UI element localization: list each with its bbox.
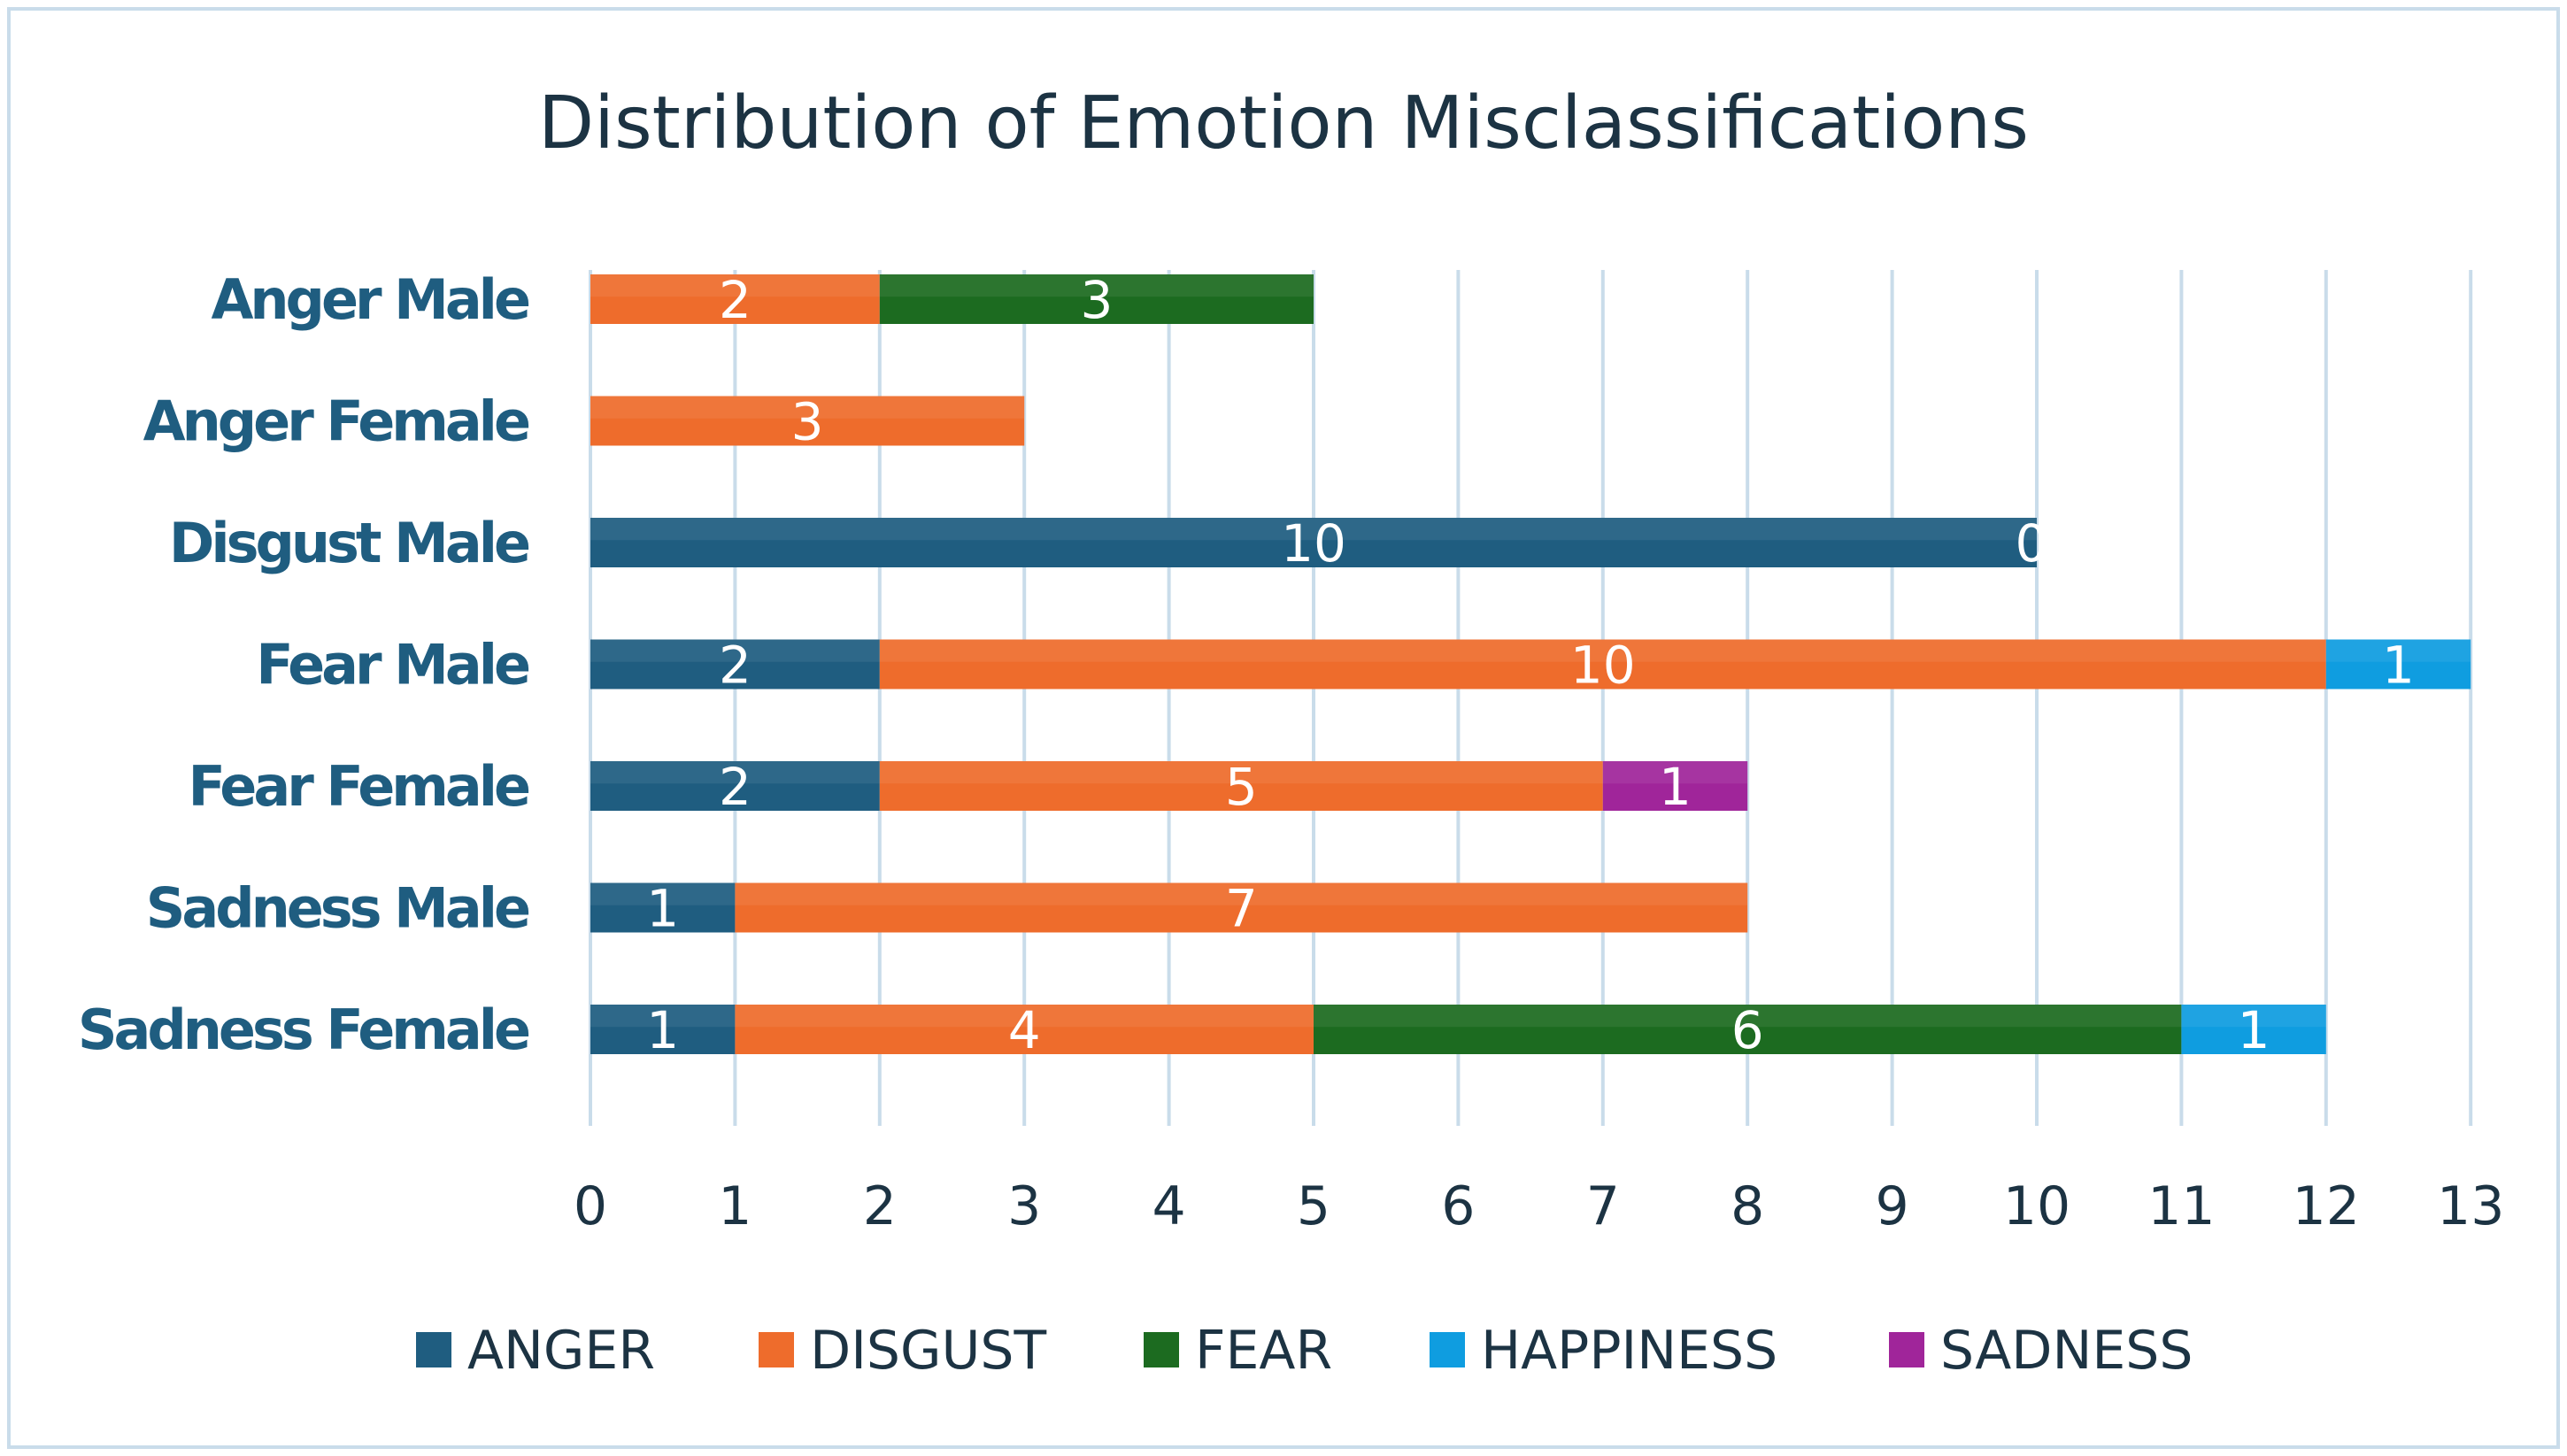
bar-fear	[1314, 1005, 2182, 1054]
bar-anger	[590, 1005, 736, 1054]
data-label: 2	[719, 270, 752, 330]
data-label: 1	[2382, 636, 2415, 696]
category-label: Anger Female	[143, 389, 529, 454]
legend-label-disgust: DISGUST	[810, 1320, 1046, 1382]
bar-highlight	[2325, 639, 2471, 662]
bar-disgust	[879, 761, 1603, 811]
legend-label-sadness: SADNESS	[1940, 1320, 2193, 1382]
x-tick-label-7: 7	[1586, 1175, 1620, 1237]
bar-disgust	[590, 396, 1025, 446]
x-tick-label-12: 12	[2293, 1175, 2360, 1237]
bar-disgust	[735, 1005, 1314, 1054]
x-tick-label-11: 11	[2147, 1175, 2215, 1237]
data-label: 1	[646, 1000, 679, 1060]
bar-disgust	[735, 882, 1748, 933]
data-label: 10	[1570, 636, 1636, 696]
bar-highlight	[879, 761, 1603, 784]
data-label: 2	[719, 636, 752, 696]
x-tick-label-0: 0	[574, 1175, 607, 1237]
bar-happiness	[2181, 1005, 2326, 1054]
data-label: 4	[1008, 1000, 1041, 1060]
category-label: Fear Male	[256, 633, 529, 697]
data-label: 2	[719, 757, 752, 817]
bar-highlight	[590, 1005, 736, 1028]
legend-swatch-anger	[416, 1332, 451, 1367]
x-tick-label-6: 6	[1441, 1175, 1475, 1237]
bar-anger	[590, 761, 880, 811]
data-label: 1	[646, 879, 679, 939]
bar-fear	[879, 274, 1314, 324]
bar-happiness	[2325, 639, 2471, 689]
grid-lines	[589, 270, 2473, 1126]
data-label: 10	[1281, 513, 1346, 574]
legend-swatch-disgust	[759, 1332, 794, 1367]
bar-highlight	[590, 639, 880, 662]
bar-highlight	[590, 882, 736, 905]
legend-label-fear: FEAR	[1195, 1320, 1332, 1382]
category-labels: Anger Male Anger Female Disgust Male Fear M…	[78, 267, 533, 1062]
data-label: 6	[1731, 1000, 1764, 1060]
category-label: Anger Male	[211, 267, 529, 332]
data-labels: 2 3 3 10 0 2 10 1 2 5 1 1 7 1 4 6 1	[646, 270, 2415, 1060]
data-label: 5	[1225, 757, 1258, 817]
data-label: 3	[1080, 270, 1113, 330]
x-tick-label-13: 13	[2437, 1175, 2504, 1237]
category-label: Sadness Male	[146, 876, 529, 941]
bar-highlight	[590, 518, 2037, 541]
legend-swatch-happiness	[1430, 1332, 1465, 1367]
bars	[590, 274, 2471, 1054]
x-tick-label-10: 10	[2003, 1175, 2070, 1237]
category-label: Disgust Male	[169, 511, 529, 575]
x-tick-label-3: 3	[1007, 1175, 1041, 1237]
x-tick-label-9: 9	[1876, 1175, 1909, 1237]
bar-highlight	[1602, 761, 1748, 784]
bar-highlight	[2181, 1005, 2326, 1028]
chart-title: Distribution of Emotion Misclassificatio…	[538, 81, 2029, 166]
category-label: Sadness Female	[78, 998, 529, 1062]
bar-disgust	[879, 639, 2326, 689]
bar-highlight	[735, 1005, 1314, 1028]
data-label: 0	[2016, 513, 2048, 574]
bar-anger	[590, 518, 2037, 567]
x-tick-label-8: 8	[1731, 1175, 1764, 1237]
data-label: 3	[791, 392, 824, 452]
x-axis-ticks: 0 1 2 3 4 5 6 7 8 9 10 11 12 13	[574, 1175, 2504, 1237]
legend-label-anger: ANGER	[467, 1320, 655, 1382]
legend: ANGER DISGUST FEAR HAPPINESS SADNESS	[416, 1320, 2193, 1382]
bar-highlight	[590, 761, 880, 784]
bar-highlight	[590, 396, 1025, 419]
data-label: 1	[1659, 757, 1692, 817]
legend-label-happiness: HAPPINESS	[1481, 1320, 1777, 1382]
x-tick-label-4: 4	[1152, 1175, 1186, 1237]
bar-disgust	[590, 274, 880, 324]
bar-highlight	[735, 882, 1748, 905]
data-label: 1	[2238, 1000, 2270, 1060]
x-tick-label-1: 1	[718, 1175, 752, 1237]
category-label: Fear Female	[188, 754, 528, 819]
x-tick-label-5: 5	[1297, 1175, 1330, 1237]
legend-swatch-sadness	[1889, 1332, 1924, 1367]
bar-highlight	[1314, 1005, 2182, 1028]
bar-sadness	[1602, 761, 1748, 811]
bar-highlight	[590, 274, 880, 297]
legend-swatch-fear	[1144, 1332, 1179, 1367]
bar-anger	[590, 639, 880, 689]
chart-frame	[7, 7, 2560, 1449]
data-label: 7	[1225, 879, 1258, 939]
bar-anger	[590, 882, 736, 933]
bar-highlight	[879, 274, 1314, 297]
x-tick-label-2: 2	[863, 1175, 897, 1237]
bar-highlight	[879, 639, 2326, 662]
